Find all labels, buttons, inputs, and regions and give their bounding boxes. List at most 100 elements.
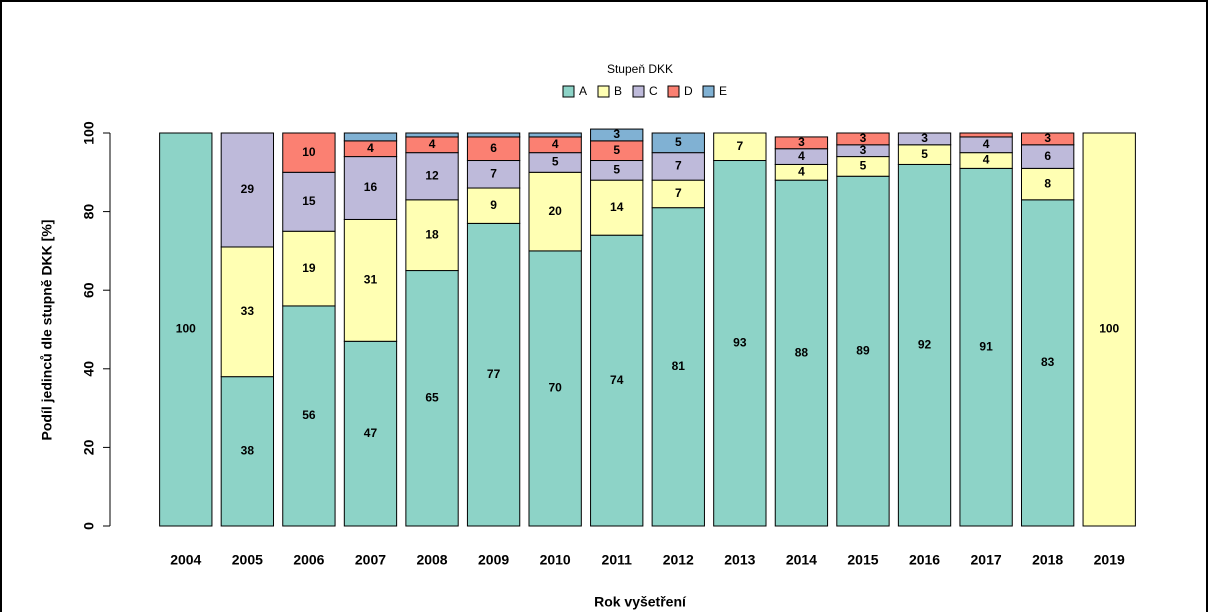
x-axis-title: Rok vyšetření [594,594,687,610]
data-label: 65 [425,390,439,404]
legend-swatch [632,85,645,98]
bar-segment [528,132,582,138]
x-tick-label: 2017 [971,552,1002,568]
data-label: 3 [613,127,620,141]
data-label: 4 [798,164,805,178]
x-tick-label: 2009 [478,552,509,568]
data-label: 92 [918,337,932,351]
data-label: 4 [367,141,374,155]
data-label: 70 [548,381,562,395]
data-label: 16 [364,180,378,194]
x-tick-label: 2010 [540,552,571,568]
bar-segment [651,152,705,181]
legend-title: Stupeň DKK [607,62,673,76]
data-label: 31 [364,273,378,287]
bar-segment [159,132,213,527]
data-label: 100 [176,322,196,336]
data-label: 4 [983,137,990,151]
legend-swatch [597,85,610,98]
bar-segment [836,132,890,146]
data-label: 20 [548,204,562,218]
data-label: 4 [552,137,559,151]
x-tick-label: 2007 [355,552,386,568]
data-label: 81 [672,359,686,373]
y-tick-label: 100 [81,121,97,145]
data-label: 5 [552,155,559,169]
data-label: 15 [302,194,316,208]
y-tick-label: 40 [81,361,97,377]
bar-segment [590,128,644,142]
bar-segment [651,207,705,527]
bar-segment [651,179,705,209]
data-label: 14 [610,200,624,214]
data-label: 8 [1044,176,1051,190]
bar-segment [220,376,275,527]
data-label: 3 [1044,131,1051,145]
data-label: 5 [613,143,620,157]
x-tick-label: 2016 [909,552,940,568]
bar-segment [713,132,767,162]
x-tick-label: 2008 [416,552,447,568]
y-tick-label: 60 [81,282,97,298]
data-label: 5 [613,163,620,177]
x-tick-label: 2015 [847,552,878,568]
legend-swatch [667,85,680,98]
data-label: 88 [795,345,809,359]
bar-segment [1082,132,1136,527]
bar-segment [713,160,767,527]
data-label: 19 [302,261,316,275]
bar-segment [466,222,521,527]
bar-segment [343,340,398,527]
data-label: 33 [241,304,255,318]
bar-segment [528,250,582,527]
data-label: 91 [979,339,993,353]
data-label: 4 [798,149,805,163]
bar-segment [220,246,275,378]
y-tick-label: 80 [81,204,97,220]
bar-segment [774,136,829,150]
bar-segment [959,132,1013,138]
bar-segment [405,199,459,272]
legend-label: A [579,84,587,98]
data-label: 7 [675,159,682,173]
data-label: 5 [675,135,682,149]
bar-segment [220,132,275,248]
y-tick-label: 0 [81,522,97,530]
x-tick-label: 2012 [663,552,694,568]
data-label: 56 [302,408,316,422]
data-label: 3 [860,143,867,157]
bar-segment [897,132,952,146]
x-tick-label: 2014 [786,552,817,568]
y-axis-title: Podíl jedinců dle stupně DKK [%] [39,220,55,441]
bar-segment [405,132,459,138]
data-label: 3 [921,131,928,145]
legend-label: E [719,84,727,98]
legend-label: D [684,84,693,98]
data-label: 18 [425,227,439,241]
bar-segment [590,234,644,527]
data-label: 100 [1099,322,1119,336]
data-label: 3 [860,131,867,145]
data-label: 38 [241,444,255,458]
data-label: 83 [1041,355,1055,369]
data-label: 6 [490,141,497,155]
data-label: 74 [610,373,624,387]
legend-swatch [702,85,715,98]
bar-segment [466,132,521,138]
y-tick-label: 20 [81,439,97,455]
bar-segment [282,305,336,527]
x-tick-label: 2006 [293,552,324,568]
bar-segment [1020,132,1075,146]
x-tick-label: 2004 [170,552,201,568]
bar-segment [528,171,582,252]
bar-segment [466,160,521,189]
data-label: 10 [302,145,316,159]
data-label: 5 [921,147,928,161]
data-label: 12 [425,168,439,182]
bar-segment [343,218,398,342]
data-label: 9 [490,198,497,212]
bar-segment [343,132,398,142]
x-tick-label: 2013 [724,552,755,568]
